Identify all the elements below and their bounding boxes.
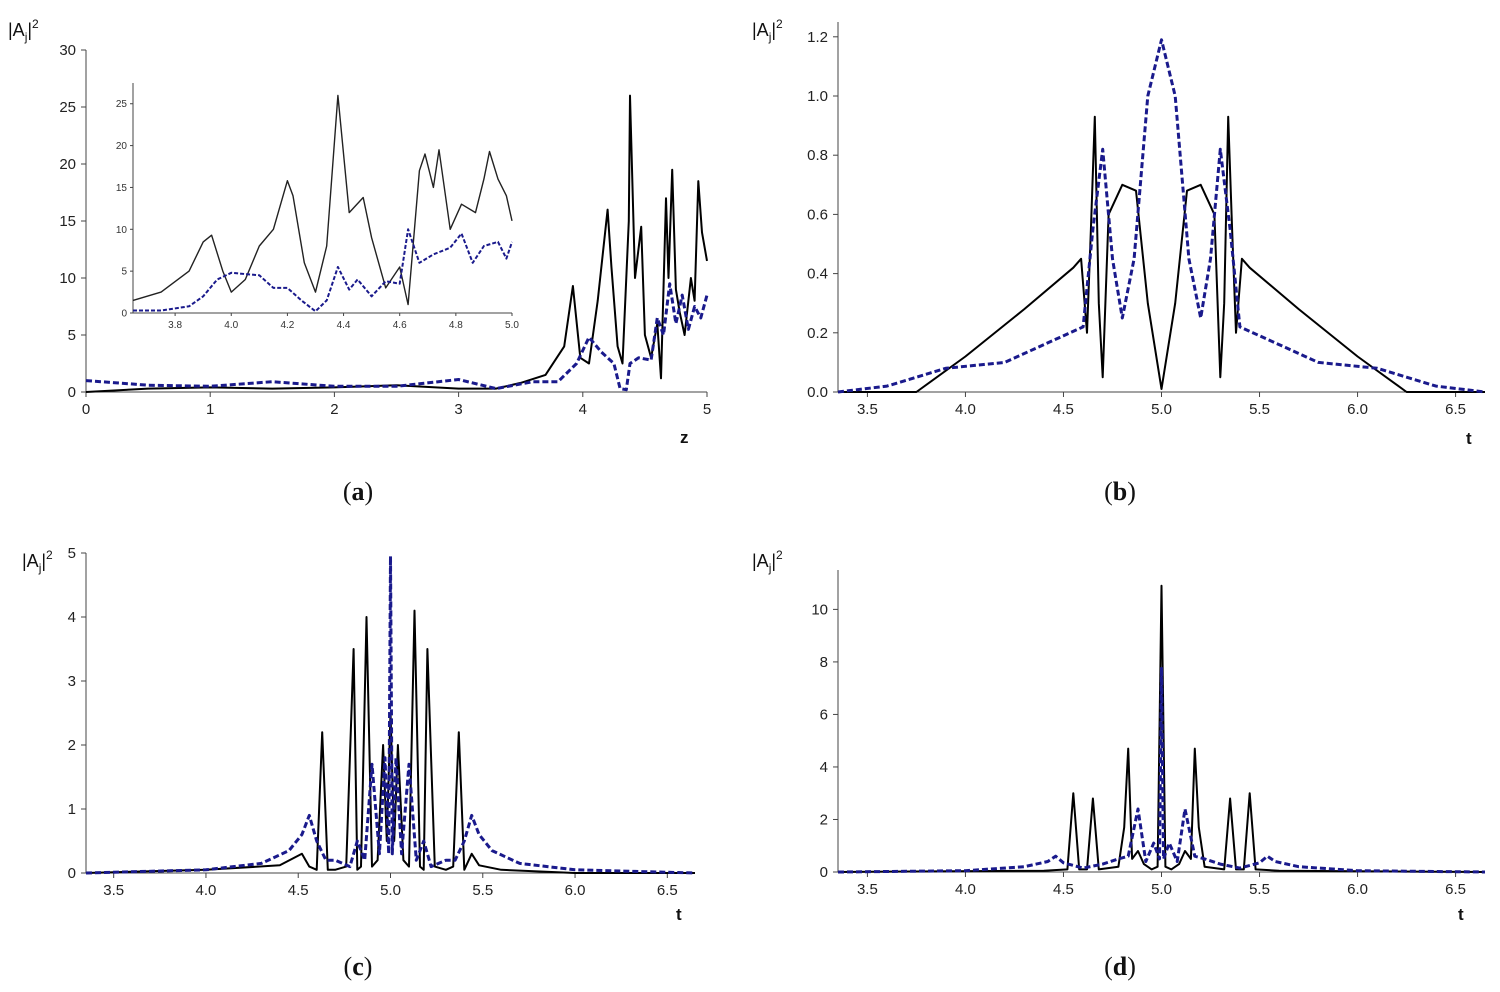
y-tick-label: 2: [820, 811, 828, 828]
y-tick-label: 0.2: [807, 325, 828, 342]
y-tick-label: 0.0: [807, 384, 828, 401]
y-tick-label: 3: [68, 673, 76, 690]
x-tick-label: 3.5: [857, 881, 878, 898]
inset-y-tick-label: 5: [121, 267, 127, 278]
dashed-series-line: [837, 665, 1486, 874]
x-tick-label: 5.5: [1249, 401, 1270, 418]
inset-y-tick-label: 20: [116, 141, 128, 152]
inset-y-tick-label: 0: [121, 309, 127, 320]
x-tick-label: 6.0: [1347, 401, 1368, 418]
y-tick-label: 15: [59, 213, 76, 230]
inset-x-tick-label: 3.8: [168, 320, 182, 331]
x-tick-label: 5.0: [1151, 401, 1172, 418]
dashed-series-line: [85, 282, 709, 392]
x-tick-label: 4.5: [1053, 401, 1074, 418]
inset-x-tick-label: 4.4: [337, 320, 351, 331]
y-tick-label: 2: [68, 737, 76, 754]
x-tick-label: 5.5: [472, 882, 493, 899]
x-tick-label: 4.0: [955, 401, 976, 418]
panel-c: 0 1 2 3 4 5 3.5 4.0 4.5 5.0 5.5 6.0 6.5 |Aj|2 t (c): [22, 545, 696, 981]
panel-label: (c): [344, 952, 373, 981]
inset-y-tick-label: 25: [116, 99, 128, 110]
y-axis-label: |Aj|2: [752, 17, 783, 44]
y-tick-label: 1.0: [807, 88, 828, 105]
x-tick-label: 2: [330, 401, 338, 418]
inset-x-tick-label: 4.0: [224, 320, 238, 331]
y-tick-label: 30: [59, 42, 76, 59]
x-tick-label: 3.5: [103, 882, 124, 899]
dashed-series-line: [837, 38, 1486, 394]
x-axis-label: t: [1466, 429, 1472, 448]
inset-y-tick-label: 15: [116, 183, 128, 194]
y-tick-label: 4: [820, 759, 828, 776]
y-tick-label: 10: [59, 270, 76, 287]
panel-d: 0 2 4 6 8 10 3.5 4.0 4.5 5.0 5.5 6.0 6.5 |Aj|2 t (d): [752, 548, 1486, 981]
panel-label: (a): [343, 477, 373, 506]
y-tick-label: 0.6: [807, 206, 828, 223]
y-tick-label: 1: [68, 801, 76, 818]
panel-b: 0.0 0.2 0.4 0.6 0.8 1.0 1.2 3.5 4.0 4.5 5.0 5.5 6.0 6…: [752, 17, 1486, 506]
y-tick-label: 5: [68, 545, 76, 562]
y-tick-label: 10: [811, 601, 828, 618]
x-tick-label: 4.0: [955, 881, 976, 898]
inset-dashed-series-line: [133, 228, 513, 313]
y-axis-label: |Aj|2: [8, 17, 39, 44]
x-tick-label: 4.5: [288, 882, 309, 899]
x-tick-label: 6.5: [1445, 401, 1466, 418]
y-tick-label: 0: [820, 864, 828, 881]
x-tick-label: 5.0: [380, 882, 401, 899]
y-axis-label: |Aj|2: [22, 548, 53, 575]
inset-x-tick-label: 4.6: [393, 320, 407, 331]
solid-series-line: [85, 94, 708, 393]
x-axis-label: t: [676, 905, 682, 924]
y-tick-label: 20: [59, 156, 76, 173]
x-tick-label: 6.5: [657, 882, 678, 899]
dashed-series-line: [85, 554, 696, 875]
panel-a: 0 5 10 15 20 25 30 0 1 2 3 4 5 |Aj|2 z (a) 0 5 10 15 20 25 3.8…: [8, 17, 711, 506]
x-tick-label: 6.5: [1445, 881, 1466, 898]
y-tick-label: 4: [68, 609, 76, 626]
y-tick-label: 0.4: [807, 266, 828, 283]
y-tick-label: 5: [68, 327, 76, 344]
x-tick-label: 5.5: [1249, 881, 1270, 898]
inset-plot: 0 5 10 15 20 25 3.8 4.0 4.2 4.4 4.6 4.8 5.0: [116, 83, 519, 331]
inset-x-tick-label: 4.8: [449, 320, 463, 331]
y-tick-label: 0.8: [807, 147, 828, 164]
panel-label: (b): [1104, 477, 1136, 506]
y-tick-label: 0: [68, 865, 76, 882]
x-tick-label: 6.0: [1347, 881, 1368, 898]
panel-label: (d): [1104, 952, 1136, 981]
x-axis-label: z: [680, 428, 689, 447]
x-axis-label: t: [1458, 905, 1464, 924]
x-tick-label: 5.0: [1151, 881, 1172, 898]
y-tick-label: 25: [59, 99, 76, 116]
x-tick-label: 4: [579, 401, 587, 418]
x-tick-label: 3: [454, 401, 462, 418]
inset-solid-series-line: [132, 94, 513, 306]
x-tick-label: 4.0: [196, 882, 217, 899]
inset-x-tick-label: 5.0: [505, 320, 519, 331]
solid-series-line: [837, 584, 1486, 873]
inset-y-tick-label: 10: [116, 225, 128, 236]
x-tick-label: 1: [206, 401, 214, 418]
x-tick-label: 5: [703, 401, 711, 418]
x-tick-label: 6.0: [565, 882, 586, 899]
y-tick-label: 8: [820, 654, 828, 671]
x-tick-label: 0: [82, 401, 90, 418]
y-tick-label: 6: [820, 706, 828, 723]
inset-x-tick-label: 4.2: [280, 320, 294, 331]
y-tick-label: 1.2: [807, 29, 828, 46]
x-tick-label: 4.5: [1053, 881, 1074, 898]
solid-series-line: [838, 115, 1485, 393]
y-tick-label: 0: [68, 384, 76, 401]
x-tick-label: 3.5: [857, 401, 878, 418]
y-axis-label: |Aj|2: [752, 548, 783, 575]
